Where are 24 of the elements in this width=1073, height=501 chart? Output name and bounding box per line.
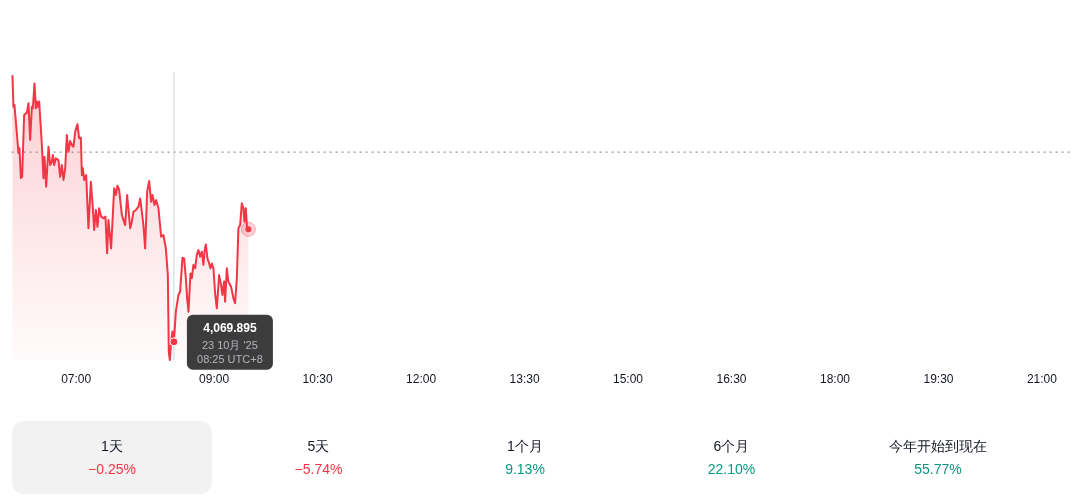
x-tick-label: 09:00 [199,372,230,386]
category-label: 6个月 [713,438,750,454]
tooltip: 4,069.895 23 10月 '25 08:25 UTC+8 [186,314,273,370]
category-label: 5天 [307,438,330,454]
x-tick-label: 21:00 [1026,372,1058,386]
x-tick-label: 07:00 [61,372,92,386]
x-tick-label: 16:30 [716,372,747,386]
text: 22.10% [707,461,756,477]
x-tick-label: 19:30 [923,372,954,386]
x-tick-label: 10:30 [302,372,333,386]
text: −0.25% [88,461,136,477]
x-tick-label: 13:30 [509,372,540,386]
category-label: 1天 [101,438,123,454]
x-tick-label: 15:00 [613,372,644,386]
annotation: 23 10月 '25 [201,338,258,351]
category-label: 1个月 [507,438,543,454]
text: 55.77% [914,461,962,477]
category-label: 今年开始到现在 [889,438,987,454]
annotation: 4,069.895 [203,320,257,335]
annotation: 08:25 UTC+8 [197,352,263,365]
text: −5.74% [294,461,343,477]
x-tick-label: 18:00 [819,372,851,386]
text: 9.13% [505,461,545,477]
x-tick-label: 12:00 [406,372,437,386]
